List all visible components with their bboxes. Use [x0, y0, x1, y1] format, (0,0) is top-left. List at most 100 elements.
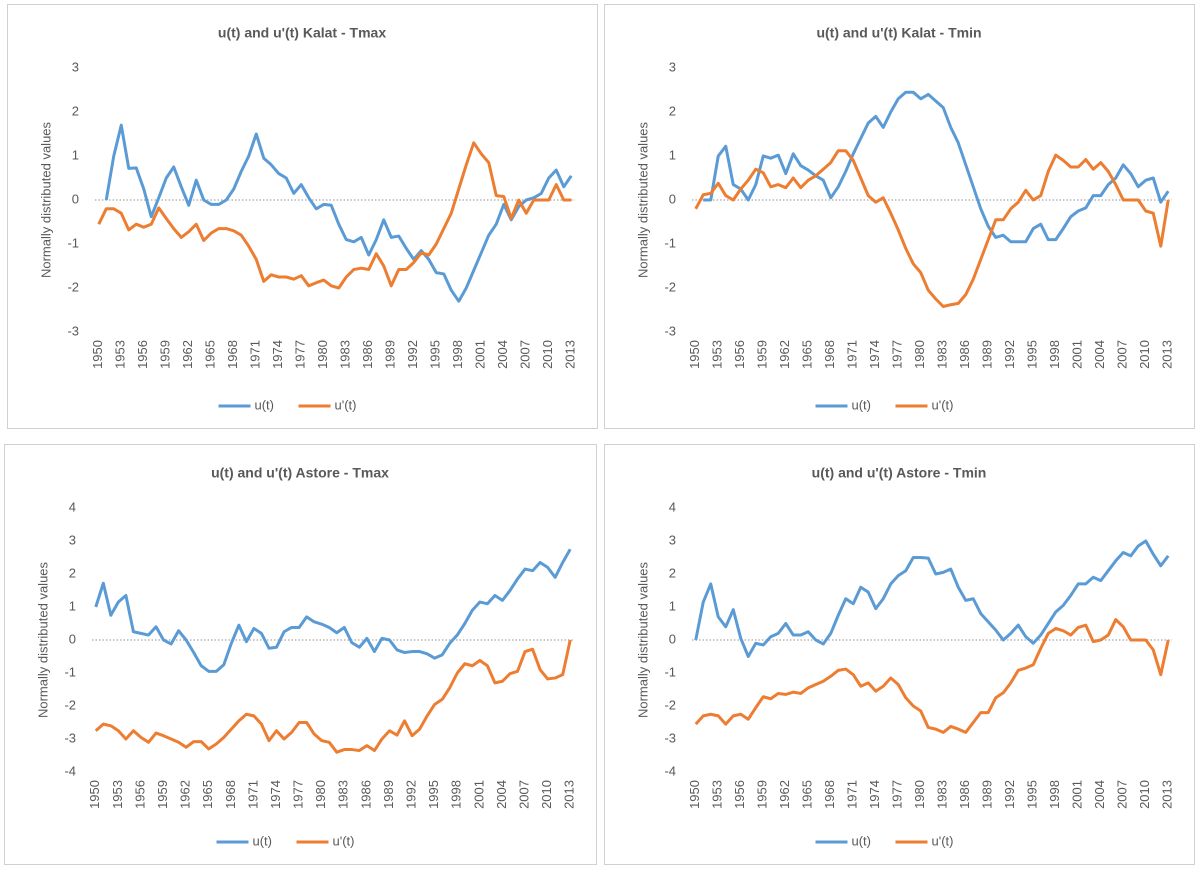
legend-label: u(t) — [253, 833, 273, 848]
x-tick-label: 1980 — [912, 780, 927, 809]
x-tick-label: 2001 — [473, 340, 488, 369]
x-tick-label: 1950 — [687, 780, 702, 809]
x-tick-label: 1965 — [200, 780, 215, 809]
panel-border — [604, 444, 1195, 865]
x-tick-label: 1992 — [1002, 780, 1017, 809]
legend-label: u'(t) — [335, 397, 357, 412]
x-tick-label: 1965 — [800, 780, 815, 809]
x-tick-label: 1953 — [113, 340, 128, 369]
y-tick-label: 3 — [669, 59, 676, 74]
legend-label: u(t) — [255, 397, 275, 412]
x-tick-label: 1962 — [777, 780, 792, 809]
x-tick-label: 2004 — [494, 780, 509, 809]
x-tick-label: 2004 — [495, 340, 510, 369]
x-tick-label: 2010 — [1137, 780, 1152, 809]
x-tick-label: 1959 — [158, 340, 173, 369]
y-tick-label: 2 — [669, 565, 676, 580]
x-tick-label: 1968 — [225, 340, 240, 369]
series-line — [97, 141, 572, 290]
x-tick-label: 2013 — [562, 780, 577, 809]
y-tick-label: 0 — [69, 631, 76, 646]
y-tick-label: 4 — [69, 499, 76, 514]
x-tick-label: 1953 — [110, 780, 125, 809]
chart-title: u(t) and u'(t) Astore - Tmax — [211, 465, 389, 481]
y-tick-label: 1 — [72, 147, 79, 162]
x-tick-label: 1995 — [1025, 340, 1040, 369]
y-axis-label: Normally distributed values — [38, 121, 53, 278]
x-tick-label: 2004 — [1092, 340, 1107, 369]
x-tick-label: 2007 — [518, 340, 533, 369]
x-tick-label: 1983 — [338, 340, 353, 369]
x-tick-label: 1971 — [248, 340, 263, 369]
legend-label: u(t) — [852, 397, 872, 412]
x-tick-label: 2013 — [1160, 340, 1175, 369]
x-tick-label: 1971 — [845, 780, 860, 809]
x-tick-label: 1986 — [358, 780, 373, 809]
x-tick-label: 1965 — [203, 340, 218, 369]
x-tick-label: 1974 — [268, 780, 283, 809]
x-tick-label: 1962 — [777, 340, 792, 369]
y-tick-label: 1 — [669, 147, 676, 162]
x-tick-label: 1983 — [935, 780, 950, 809]
x-tick-label: 1986 — [360, 340, 375, 369]
y-tick-label: 1 — [669, 598, 676, 613]
series-line — [104, 123, 573, 303]
x-tick-label: 1968 — [822, 780, 837, 809]
y-tick-label: 3 — [69, 532, 76, 547]
legend-label: u'(t) — [333, 833, 355, 848]
y-axis-label: Normally distributed values — [635, 561, 650, 718]
x-tick-label: 1971 — [845, 340, 860, 369]
y-tick-label: 2 — [69, 565, 76, 580]
x-tick-label: 1950 — [87, 780, 102, 809]
x-tick-label: 2010 — [1137, 340, 1152, 369]
series-line — [694, 149, 1170, 308]
chart-title: u(t) and u'(t) Kalat - Tmin — [816, 25, 981, 41]
x-tick-label: 1959 — [755, 340, 770, 369]
x-tick-label: 2007 — [516, 780, 531, 809]
y-axis-label: Normally distributed values — [35, 561, 50, 718]
x-tick-label: 1989 — [381, 780, 396, 809]
x-tick-label: 1983 — [935, 340, 950, 369]
x-tick-label: 1986 — [957, 780, 972, 809]
y-tick-label: -1 — [664, 664, 676, 679]
x-tick-label: 1950 — [90, 340, 105, 369]
x-tick-label: 1956 — [732, 340, 747, 369]
x-tick-label: 2013 — [563, 340, 578, 369]
x-tick-label: 1992 — [1002, 340, 1017, 369]
x-tick-label: 2010 — [540, 340, 555, 369]
x-tick-label: 1980 — [315, 340, 330, 369]
x-tick-label: 1959 — [155, 780, 170, 809]
chart: u(t) and u'(t) Astore - Tmax Normally dis… — [35, 465, 576, 849]
y-tick-label: 3 — [669, 532, 676, 547]
x-tick-label: 1962 — [180, 340, 195, 369]
series-line — [94, 639, 572, 754]
x-tick-label: 1965 — [800, 340, 815, 369]
panel-border — [4, 444, 597, 865]
chart-title: u(t) and u'(t) Kalat - Tmax — [218, 25, 386, 41]
x-tick-label: 2001 — [1070, 340, 1085, 369]
y-tick-label: 3 — [72, 59, 79, 74]
x-tick-label: 1974 — [867, 340, 882, 369]
y-tick-label: -2 — [67, 279, 79, 294]
x-tick-label: 1962 — [178, 780, 193, 809]
series-line — [703, 90, 1170, 244]
x-tick-label: 1950 — [687, 340, 702, 369]
y-tick-label: -1 — [664, 235, 676, 250]
y-tick-label: 4 — [669, 499, 676, 514]
series-line — [94, 548, 572, 673]
x-tick-label: 2013 — [1160, 780, 1175, 809]
x-tick-label: 1971 — [245, 780, 260, 809]
series-line — [694, 618, 1170, 734]
y-tick-label: 0 — [669, 191, 676, 206]
x-tick-label: 1977 — [890, 780, 905, 809]
x-tick-label: 1959 — [755, 780, 770, 809]
y-tick-label: 1 — [69, 598, 76, 613]
y-tick-label: -2 — [664, 697, 676, 712]
y-tick-label: 2 — [669, 103, 676, 118]
y-tick-label: 0 — [72, 191, 79, 206]
x-tick-label: 1998 — [1047, 780, 1062, 809]
y-tick-label: -3 — [664, 730, 676, 745]
x-tick-label: 1977 — [291, 780, 306, 809]
x-tick-label: 1986 — [957, 340, 972, 369]
